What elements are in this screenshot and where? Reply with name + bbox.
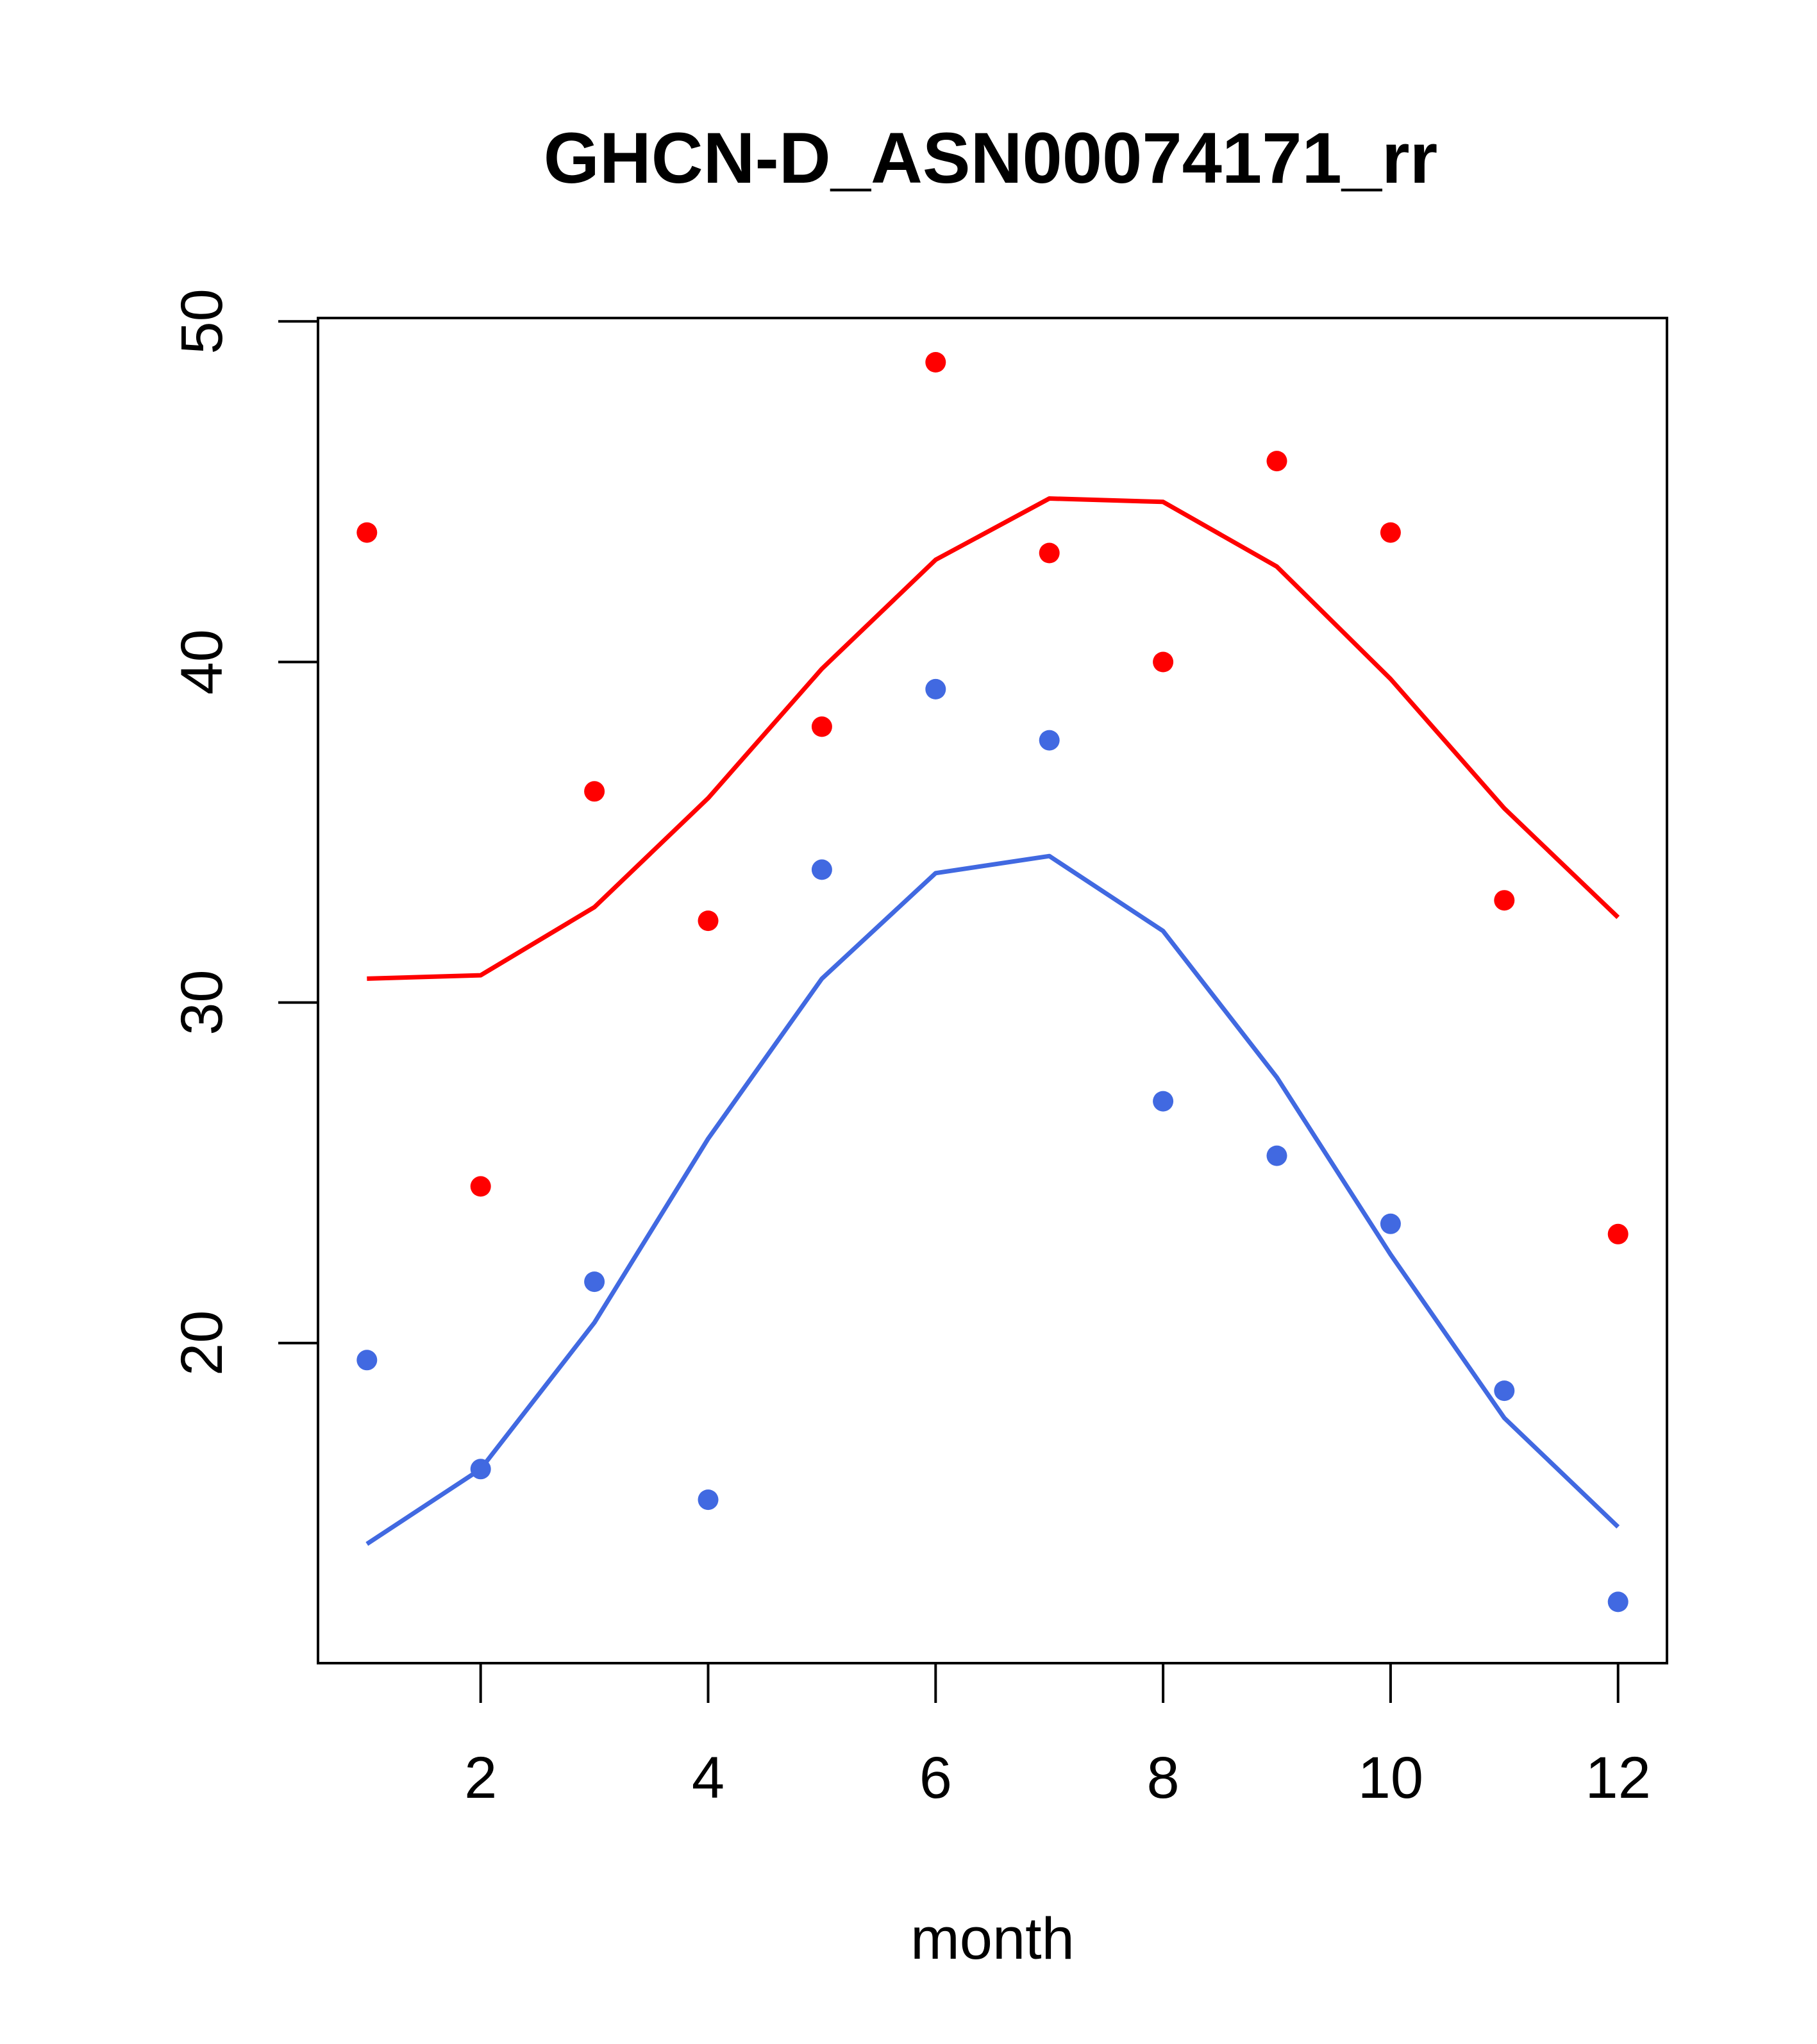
lower-points-point-12 — [1607, 1591, 1629, 1613]
x-axis-label: month — [910, 1906, 1075, 1972]
lower-points-point-8 — [1153, 1091, 1174, 1112]
x-tick-label-2: 2 — [464, 1745, 497, 1811]
chart-title: GHCN-D_ASN00074171_rr — [544, 118, 1437, 198]
x-tick-label-4: 4 — [692, 1745, 724, 1811]
y-tick-label-50: 50 — [169, 289, 235, 354]
y-tick-label-40: 40 — [169, 629, 235, 694]
x-tick-label-12: 12 — [1586, 1745, 1651, 1811]
x-tick-label-6: 6 — [919, 1745, 952, 1811]
y-tick-label-30: 30 — [169, 969, 235, 1035]
lower-points-point-6 — [925, 678, 946, 699]
lower-points-point-11 — [1494, 1380, 1515, 1402]
upper-points-point-11 — [1494, 890, 1515, 911]
upper-points-point-7 — [1039, 542, 1060, 564]
lower-points-point-5 — [811, 859, 832, 880]
plot-marks — [356, 352, 1629, 1613]
lower-points-point-4 — [698, 1489, 719, 1511]
lower-points-point-3 — [584, 1271, 605, 1293]
x-axis: 2 4 6 8 10 12 — [464, 1662, 1651, 1811]
upper-points-point-4 — [698, 910, 719, 932]
lower-curve-line — [365, 853, 1620, 1546]
lower-points-point-10 — [1380, 1213, 1401, 1234]
lower-points-point-7 — [1039, 730, 1060, 751]
y-tick-label-20: 20 — [169, 1311, 235, 1376]
upper-points-point-2 — [470, 1176, 491, 1197]
upper-points-point-12 — [1607, 1223, 1629, 1244]
upper-points-point-3 — [584, 781, 605, 802]
lower-points-point-9 — [1266, 1145, 1287, 1166]
upper-points-point-9 — [1266, 451, 1287, 472]
lower-points-point-1 — [356, 1350, 378, 1371]
upper-points-point-10 — [1380, 522, 1401, 543]
x-tick-label-8: 8 — [1147, 1745, 1180, 1811]
upper-points-point-6 — [925, 352, 946, 373]
upper-curve-line — [367, 496, 1620, 981]
y-axis: 20 30 40 50 — [169, 289, 319, 1376]
upper-points-point-1 — [356, 522, 378, 543]
x-tick-label-10: 10 — [1358, 1745, 1423, 1811]
upper-points-point-5 — [811, 716, 832, 737]
upper-points-point-8 — [1153, 651, 1174, 673]
